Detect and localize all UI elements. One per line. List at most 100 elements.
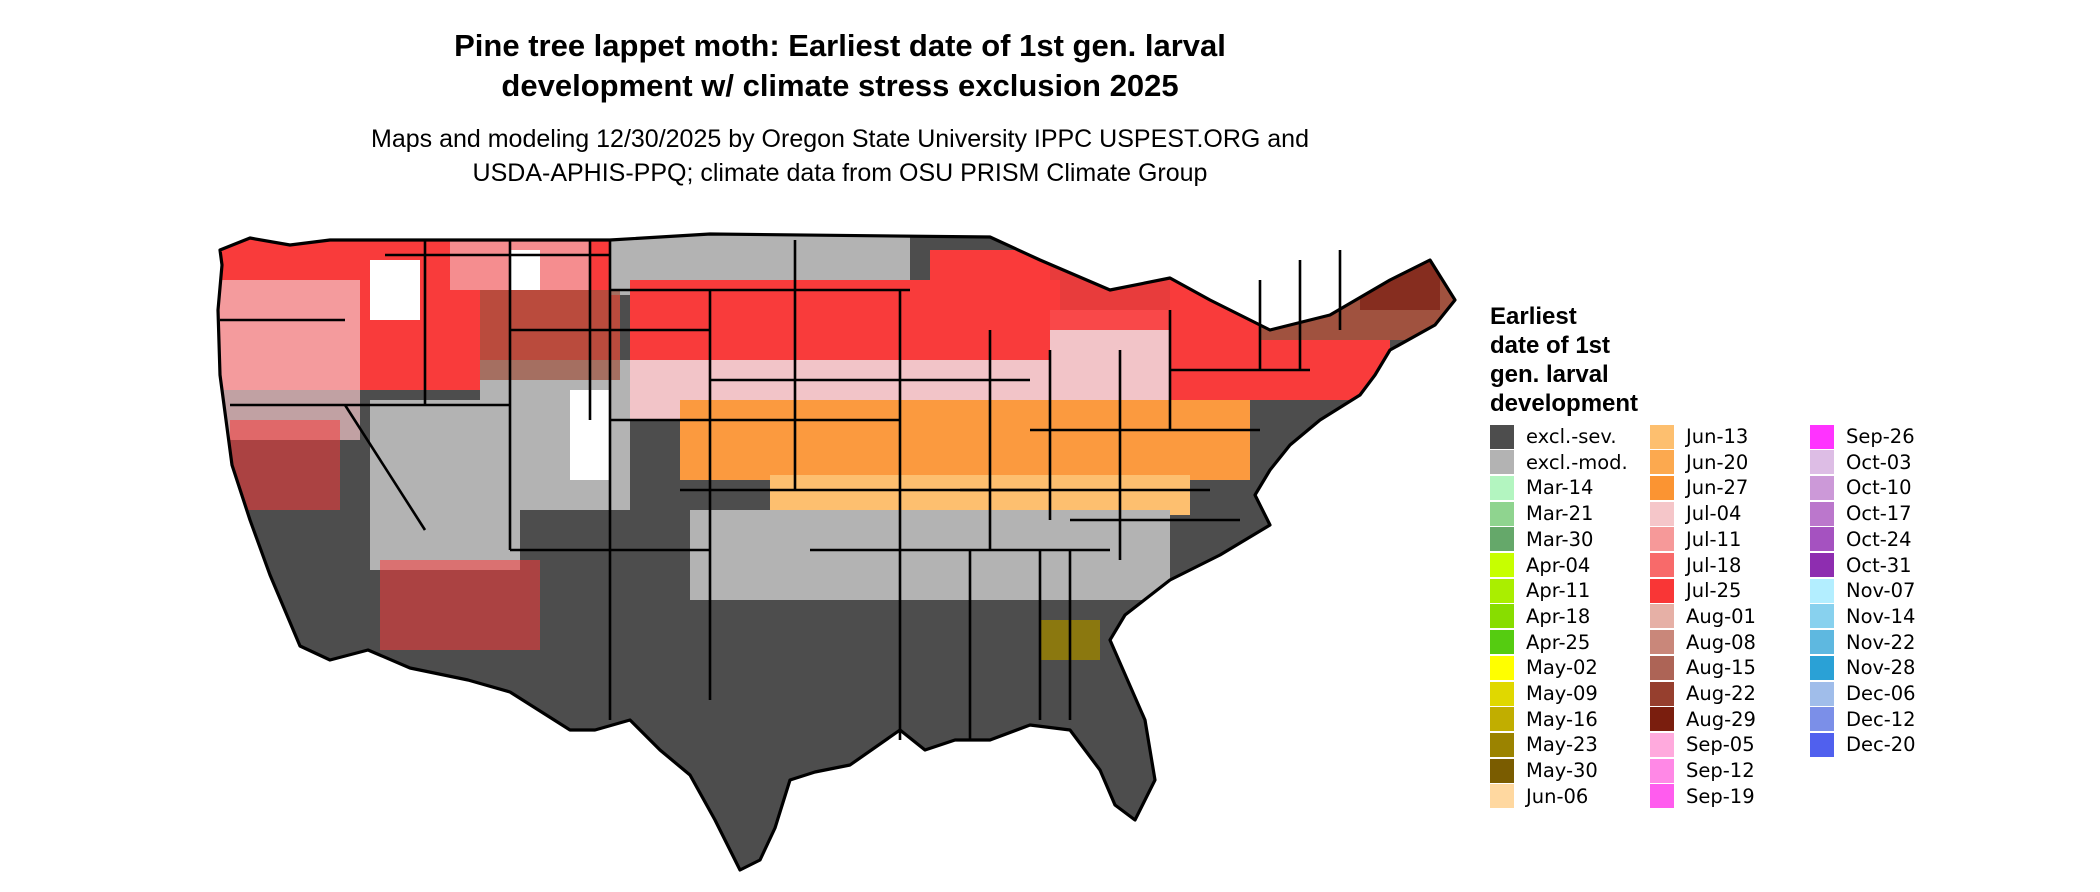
legend-swatch bbox=[1490, 630, 1514, 655]
legend-item: Apr-04 bbox=[1490, 553, 1590, 578]
map-title-line1: Pine tree lappet moth: Earliest date of … bbox=[454, 28, 1226, 63]
legend-item: Apr-25 bbox=[1490, 630, 1590, 655]
legend-item: Oct-10 bbox=[1810, 475, 1912, 500]
legend-swatch bbox=[1810, 553, 1834, 577]
legend-item: Jun-20 bbox=[1650, 450, 1748, 475]
legend-title-line: gen. larval bbox=[1490, 361, 1609, 388]
legend-item: Dec-12 bbox=[1810, 707, 1916, 732]
legend-label: Oct-10 bbox=[1846, 476, 1912, 500]
legend-label: Mar-21 bbox=[1526, 502, 1594, 526]
legend-swatch bbox=[1810, 578, 1834, 603]
legend-label: Jun-06 bbox=[1526, 784, 1589, 808]
legend-label: Sep-19 bbox=[1686, 784, 1755, 808]
legend-swatch bbox=[1650, 630, 1674, 655]
legend-swatch bbox=[1810, 501, 1834, 526]
legend-swatch bbox=[1650, 732, 1674, 757]
legend-swatch bbox=[1810, 424, 1834, 449]
legend-label: excl.-sev. bbox=[1526, 425, 1617, 448]
legend-swatch bbox=[1650, 527, 1674, 552]
legend-label: Aug-29 bbox=[1686, 707, 1756, 731]
legend-swatch bbox=[1810, 630, 1834, 655]
legend-swatch bbox=[1650, 784, 1674, 809]
legend-label: Jul-11 bbox=[1686, 527, 1742, 551]
legend-item: Aug-15 bbox=[1650, 655, 1756, 680]
legend-swatch bbox=[1650, 450, 1674, 475]
legend-item: May-16 bbox=[1490, 707, 1598, 732]
us-map bbox=[216, 232, 1457, 872]
legend-item: Aug-22 bbox=[1650, 681, 1756, 706]
legend-label: May-30 bbox=[1526, 759, 1598, 783]
legend-item: excl.-mod. bbox=[1490, 450, 1628, 475]
legend-item: Oct-24 bbox=[1810, 527, 1912, 552]
legend-swatch bbox=[1490, 732, 1514, 757]
legend-label: Oct-17 bbox=[1846, 502, 1912, 526]
state-borders bbox=[220, 240, 1342, 740]
legend-swatch bbox=[1490, 707, 1514, 732]
legend-swatch bbox=[1810, 450, 1834, 475]
legend-swatch bbox=[1490, 578, 1514, 603]
legend-item: Jun-06 bbox=[1490, 784, 1588, 809]
legend-swatch bbox=[1810, 732, 1834, 757]
legend-item: Aug-29 bbox=[1650, 707, 1756, 732]
legend-item: Aug-08 bbox=[1650, 630, 1756, 655]
legend-item: Jul-25 bbox=[1650, 578, 1741, 603]
legend-label: Dec-12 bbox=[1846, 707, 1916, 731]
legend-item: Jun-27 bbox=[1650, 475, 1748, 500]
legend-label: May-09 bbox=[1526, 682, 1598, 705]
legend-label: Nov-14 bbox=[1846, 604, 1916, 628]
us-outline bbox=[216, 232, 1457, 872]
legend-swatch bbox=[1650, 707, 1674, 732]
region-southeast-grey bbox=[690, 510, 1170, 600]
legend-swatch bbox=[1490, 424, 1514, 449]
legend-label: Dec-20 bbox=[1846, 733, 1916, 757]
legend-item: Oct-03 bbox=[1810, 450, 1912, 475]
region-light-orange-band bbox=[770, 475, 1190, 515]
legend-item: Nov-07 bbox=[1810, 578, 1915, 603]
legend-swatch bbox=[1650, 553, 1674, 577]
legend-label: May-16 bbox=[1526, 707, 1598, 731]
legend-item: excl.-sev. bbox=[1490, 424, 1617, 449]
legend-swatch bbox=[1490, 553, 1514, 577]
legend-label: Jul-25 bbox=[1686, 579, 1742, 603]
legend-swatch bbox=[1650, 424, 1674, 449]
legend-swatch bbox=[1490, 604, 1514, 629]
legend-swatch bbox=[1490, 527, 1514, 552]
legend-item: Mar-14 bbox=[1490, 475, 1593, 500]
legend-label: Oct-03 bbox=[1846, 450, 1912, 474]
legend-label: Jun-13 bbox=[1686, 425, 1749, 448]
legend-item: Jul-18 bbox=[1650, 553, 1741, 578]
legend-item: Apr-11 bbox=[1490, 578, 1590, 603]
legend-item: Dec-06 bbox=[1810, 681, 1916, 706]
legend-item: Sep-26 bbox=[1810, 424, 1915, 449]
legend-label: May-23 bbox=[1526, 733, 1598, 757]
legend-item: Nov-14 bbox=[1810, 604, 1915, 629]
region-west-pink bbox=[218, 280, 360, 440]
legend-label: Aug-08 bbox=[1686, 630, 1756, 654]
legend-label: Nov-28 bbox=[1846, 656, 1916, 680]
legend-swatch bbox=[1650, 501, 1674, 526]
legend-swatch bbox=[1810, 707, 1834, 732]
legend-swatch bbox=[1810, 655, 1834, 680]
legend-label: Sep-26 bbox=[1846, 425, 1915, 448]
legend-item: Aug-01 bbox=[1650, 604, 1756, 629]
legend-label: excl.-mod. bbox=[1526, 450, 1628, 474]
legend-item: Oct-31 bbox=[1810, 553, 1912, 578]
legend-label: Jun-20 bbox=[1686, 450, 1749, 474]
map-subtitle-line2: USDA-APHIS-PPQ; climate data from OSU PR… bbox=[472, 159, 1208, 187]
legend-item: May-30 bbox=[1490, 758, 1598, 783]
legend-label: Jun-27 bbox=[1686, 476, 1749, 500]
legend-label: Apr-18 bbox=[1526, 604, 1591, 628]
legend-label: Sep-05 bbox=[1686, 733, 1755, 757]
legend-item: Dec-20 bbox=[1810, 732, 1916, 757]
legend-item: May-02 bbox=[1490, 655, 1598, 680]
legend-label: Aug-01 bbox=[1686, 604, 1756, 628]
legend-title-line: date of 1st bbox=[1490, 332, 1611, 359]
legend-item: Sep-05 bbox=[1650, 732, 1755, 757]
legend-swatch bbox=[1490, 655, 1514, 680]
legend-swatch bbox=[1650, 578, 1674, 603]
legend-item: Sep-19 bbox=[1650, 784, 1755, 809]
legend-title-line: development bbox=[1490, 390, 1639, 417]
legend-swatch bbox=[1490, 450, 1514, 475]
legend-item: Nov-28 bbox=[1810, 655, 1915, 680]
legend-swatch bbox=[1650, 604, 1674, 629]
